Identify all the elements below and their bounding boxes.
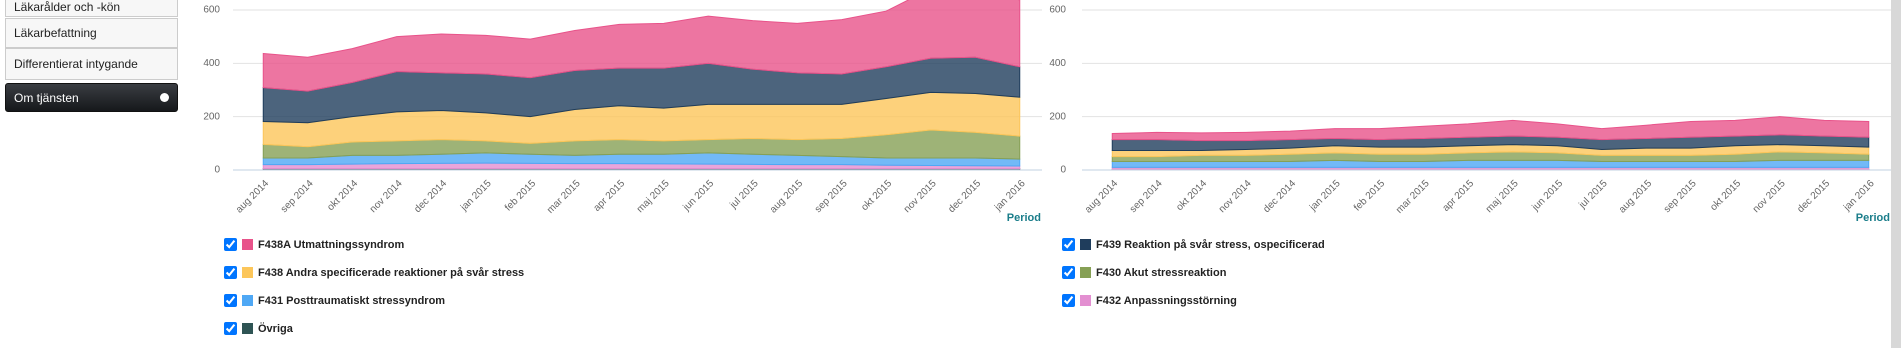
x-tick-label: apr 2015 [592, 178, 628, 214]
x-tick-label: jun 2015 [1530, 178, 1566, 214]
x-tick-label: nov 2015 [1751, 178, 1788, 215]
x-tick-label: jul 2015 [727, 178, 761, 212]
x-tick-label: sep 2015 [1662, 178, 1699, 215]
x-tick-label: sep 2015 [813, 178, 850, 215]
x-tick-label: dec 2015 [946, 178, 983, 215]
legend-item[interactable]: F430 Akut stressreaktion [1062, 266, 1226, 279]
area: F438A Utmattningssyndrom [1111, 116, 1870, 142]
legend-item[interactable]: F432 Anpassningsstörning [1062, 294, 1237, 307]
x-tick-label: apr 2015 [1441, 178, 1477, 214]
legend-swatch [1080, 267, 1091, 278]
legend-swatch [242, 267, 253, 278]
y-tick-label: 400 [1049, 58, 1066, 69]
x-tick-label: jan 2016 [1841, 178, 1877, 214]
legend-label: F430 Akut stressreaktion [1096, 266, 1227, 279]
x-tick-label: dec 2015 [1795, 178, 1832, 215]
legend-item[interactable]: F438A Utmattningssyndrom [224, 238, 404, 251]
checkbox[interactable] [1062, 238, 1075, 251]
x-tick-label: nov 2014 [368, 178, 405, 215]
menu-label: Om tjänsten [14, 90, 79, 105]
x-tick-label: okt 2014 [325, 178, 360, 213]
checkbox[interactable] [224, 322, 237, 335]
legend-label: F431 Posttraumatiskt stressyndrom [258, 294, 446, 307]
x-tick-label: feb 2015 [503, 178, 539, 214]
checkbox[interactable] [1062, 294, 1075, 307]
x-tick-label: jan 2015 [1307, 178, 1343, 214]
legend-item[interactable]: F438 Andra specificerade reaktioner på s… [224, 266, 524, 279]
x-tick-label: okt 2014 [1174, 178, 1209, 213]
y-tick-label: 0 [1060, 165, 1066, 176]
menu-item[interactable]: Läkarbefattning [5, 18, 178, 48]
menu-item[interactable]: Differentierat intygande [5, 48, 178, 80]
legend-item[interactable]: Övriga [224, 322, 293, 335]
x-tick-label: jul 2015 [1576, 178, 1610, 212]
x-tick-label: okt 2015 [859, 178, 894, 213]
x-tick-label: jun 2015 [681, 178, 717, 214]
x-tick-label: nov 2014 [1217, 178, 1254, 215]
legend-label: F438A Utmattningssyndrom [258, 238, 405, 251]
x-tick-label: okt 2015 [1708, 178, 1743, 213]
x-axis-title: Period [1856, 212, 1890, 224]
legend-swatch [1080, 239, 1091, 250]
legend-label: Övriga [258, 322, 293, 335]
x-tick-label: aug 2015 [1617, 178, 1655, 216]
checkbox[interactable] [224, 266, 237, 279]
legend-swatch [242, 239, 253, 250]
y-tick-label: 0 [214, 165, 220, 176]
menu-item[interactable]: Läkarålder och -kön [5, 0, 178, 17]
area [262, 0, 1021, 92]
legend-item[interactable]: F431 Posttraumatiskt stressyndrom [224, 294, 445, 307]
y-tick-label: 600 [1049, 5, 1066, 16]
x-tick-label: dec 2014 [1261, 178, 1298, 215]
legend-swatch [242, 295, 253, 306]
x-tick-label: jan 2016 [992, 178, 1028, 214]
legend-item[interactable]: F439 Reaktion på svår stress, ospecifice… [1062, 238, 1325, 251]
x-tick-label: aug 2014 [234, 178, 272, 216]
y-tick-label: 600 [203, 5, 220, 16]
legend-label: F439 Reaktion på svår stress, ospecifice… [1096, 238, 1325, 251]
scrollbar[interactable] [1891, 0, 1901, 348]
x-axis-title: Period [1007, 212, 1041, 224]
x-tick-label: mar 2015 [1394, 178, 1432, 216]
x-tick-label: aug 2014 [1083, 178, 1121, 216]
x-tick-label: feb 2015 [1352, 178, 1388, 214]
checkbox[interactable] [224, 294, 237, 307]
x-tick-label: maj 2015 [635, 178, 672, 215]
y-tick-label: 400 [203, 58, 220, 69]
legend-label: F438 Andra specificerade reaktioner på s… [258, 266, 525, 279]
x-tick-label: jan 2015 [458, 178, 494, 214]
x-tick-label: sep 2014 [279, 178, 316, 215]
menu-item-active[interactable]: Om tjänsten [5, 83, 178, 112]
icon [160, 93, 169, 102]
x-tick-label: nov 2015 [902, 178, 939, 215]
legend-swatch [1080, 295, 1091, 306]
y-tick-label: 200 [203, 111, 220, 122]
legend-label: F432 Anpassningsstörning [1096, 294, 1237, 307]
checkbox[interactable] [224, 238, 237, 251]
legend-swatch [242, 323, 253, 334]
y-tick-label: 200 [1049, 111, 1066, 122]
checkbox[interactable] [1062, 266, 1075, 279]
x-tick-label: dec 2014 [412, 178, 449, 215]
x-tick-label: mar 2015 [545, 178, 583, 216]
x-tick-label: maj 2015 [1484, 178, 1521, 215]
x-tick-label: aug 2015 [768, 178, 806, 216]
x-tick-label: sep 2014 [1128, 178, 1165, 215]
